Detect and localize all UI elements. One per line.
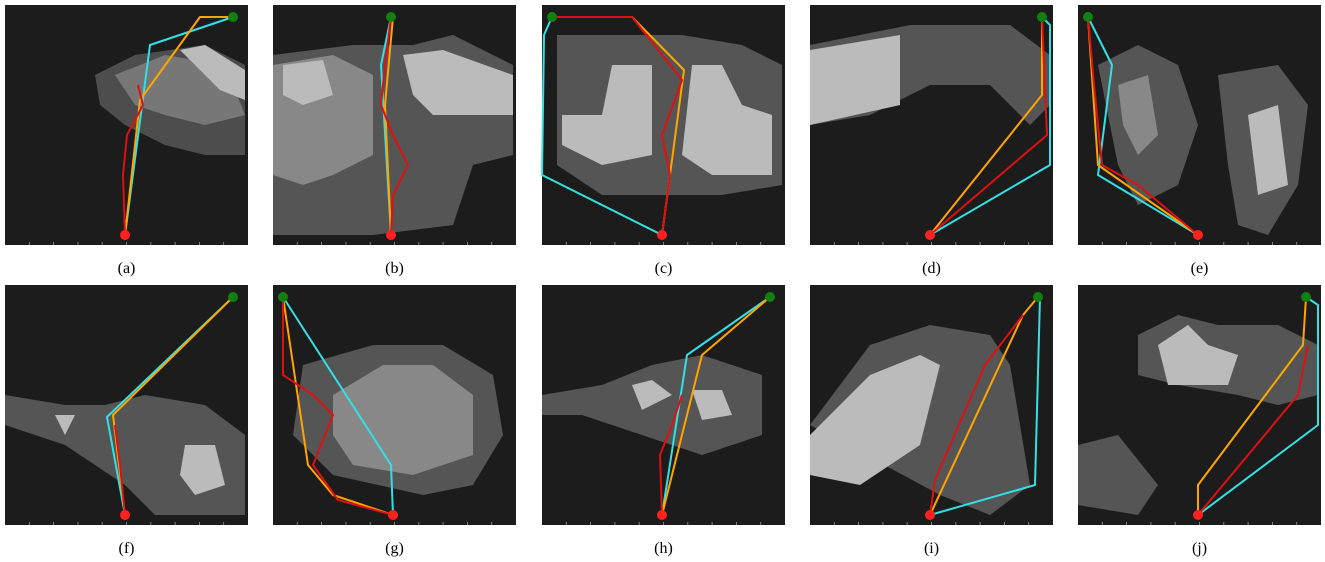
goal-point: [278, 292, 288, 302]
map-panel: [542, 5, 785, 245]
start-point: [925, 510, 935, 520]
goal-point: [386, 12, 396, 22]
panel-label: (g): [385, 540, 404, 557]
panel-label: (a): [118, 260, 136, 277]
goal-point: [1033, 292, 1043, 302]
map-panel: [810, 5, 1053, 245]
panel-label: (d): [922, 260, 941, 277]
goal-point: [1301, 292, 1311, 302]
map-panel: [542, 285, 785, 525]
panel-label: (f): [119, 540, 135, 557]
map-panel: [1078, 5, 1321, 245]
goal-point: [547, 12, 557, 22]
goal-point: [228, 292, 238, 302]
map-panel: [810, 285, 1053, 525]
start-point: [657, 230, 667, 240]
panel-label: (i): [924, 540, 939, 557]
start-point: [120, 510, 130, 520]
goal-point: [765, 292, 775, 302]
start-point: [925, 230, 935, 240]
map-panel: [5, 5, 248, 245]
panel-label: (h): [654, 540, 673, 557]
start-point: [386, 230, 396, 240]
start-point: [388, 510, 398, 520]
goal-point: [1083, 12, 1093, 22]
map-panel: [5, 285, 248, 525]
panel-label: (c): [655, 260, 673, 277]
start-point: [1193, 230, 1203, 240]
panel-label: (e): [1191, 260, 1209, 277]
start-point: [657, 510, 667, 520]
start-point: [1193, 510, 1203, 520]
panel-label: (b): [385, 260, 404, 277]
map-panel: [273, 5, 516, 245]
map-panel: [1078, 285, 1321, 525]
goal-point: [1037, 12, 1047, 22]
panel-label: (j): [1192, 540, 1207, 557]
goal-point: [228, 12, 238, 22]
map-panel: [273, 285, 516, 525]
start-point: [120, 230, 130, 240]
figure: (a) (b) (c) (d) (e) (f) (g) (h) (i) (j): [0, 0, 1325, 562]
